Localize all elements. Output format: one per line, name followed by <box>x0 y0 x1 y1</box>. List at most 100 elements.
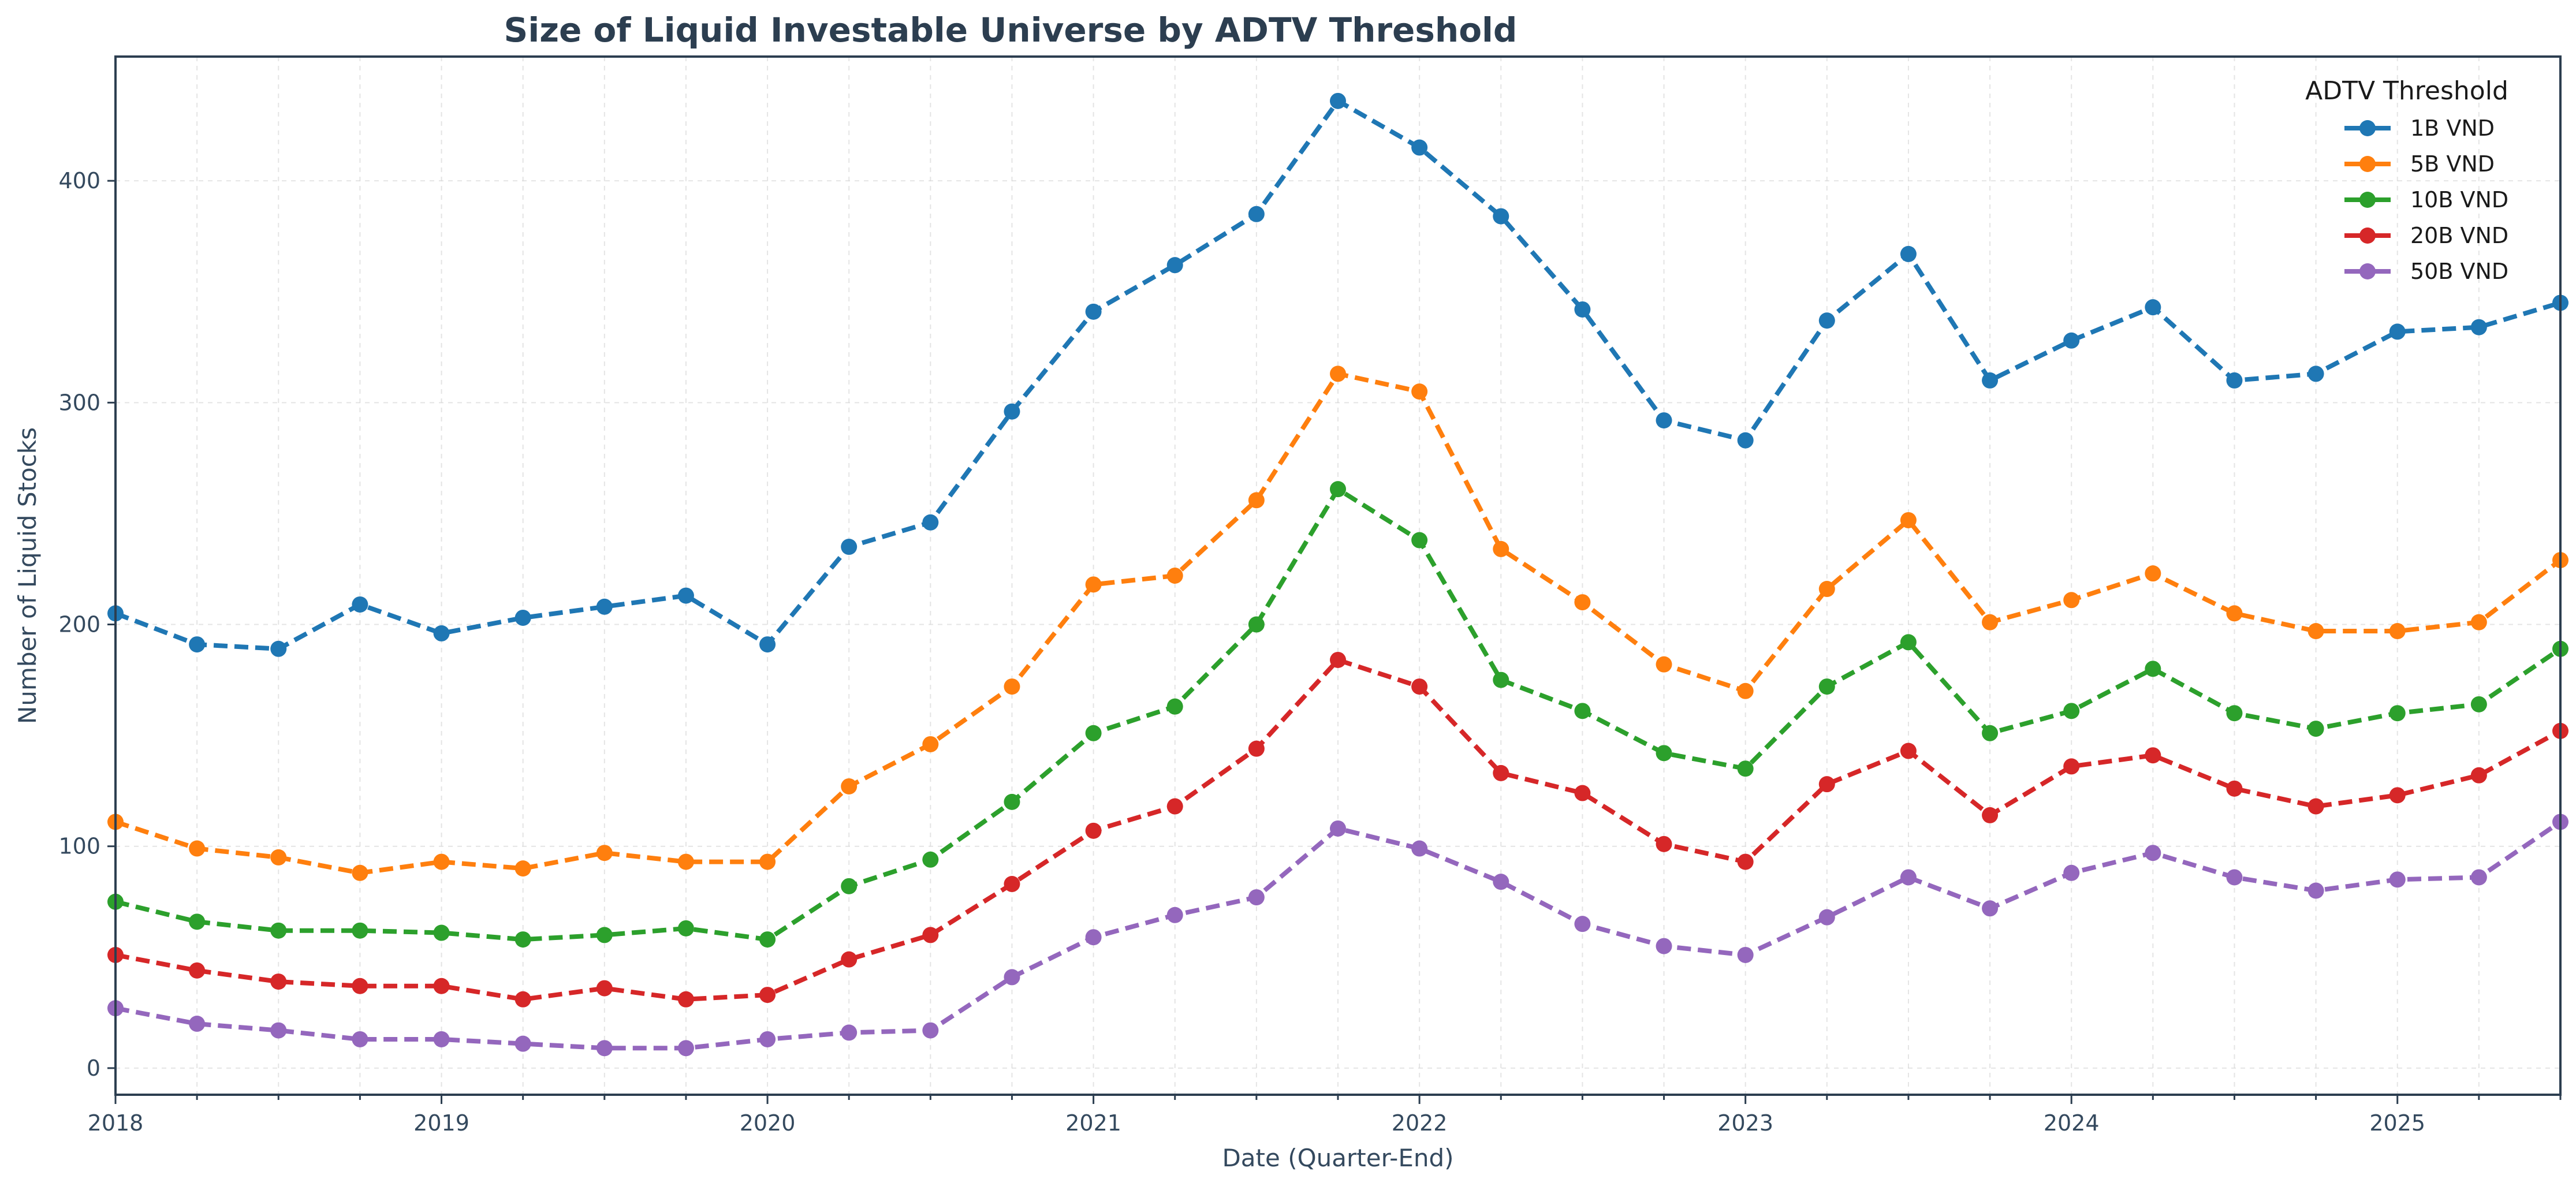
data-point <box>352 864 368 881</box>
data-point <box>1493 672 1509 688</box>
data-point <box>1656 656 1672 673</box>
chart-title: Size of Liquid Investable Universe by AD… <box>504 10 1518 50</box>
data-point <box>1248 889 1265 906</box>
data-point <box>1737 853 1754 870</box>
x-tick-label: 2024 <box>2044 1110 2100 1136</box>
data-point <box>1656 412 1672 429</box>
data-point <box>1900 512 1917 528</box>
data-point <box>270 640 287 657</box>
x-tick-label: 2023 <box>1717 1110 1773 1136</box>
data-point <box>1818 909 1835 926</box>
legend-label: 1B VND <box>2410 115 2495 141</box>
data-point <box>1330 92 1346 109</box>
data-point <box>2063 758 2080 775</box>
legend-label: 10B VND <box>2410 187 2508 212</box>
data-point <box>1166 568 1183 584</box>
data-point <box>270 849 287 866</box>
data-point <box>1330 651 1346 668</box>
data-point <box>596 980 613 997</box>
data-point <box>270 1022 287 1039</box>
y-axis-label: Number of Liquid Stocks <box>13 427 42 724</box>
legend-marker <box>2359 156 2376 172</box>
data-point <box>189 913 206 930</box>
data-point <box>1085 576 1102 593</box>
data-point <box>759 853 776 870</box>
data-point <box>1574 703 1591 719</box>
data-point <box>2307 623 2324 640</box>
x-tick-label: 2025 <box>2369 1110 2425 1136</box>
data-point <box>1004 969 1020 986</box>
data-point <box>2145 565 2161 582</box>
x-axis-ticks: 2018 2019 2020 2021 2022 2023 2024 2025 <box>88 1095 2562 1136</box>
data-point <box>515 860 531 877</box>
data-point <box>2226 869 2243 886</box>
data-point <box>1004 678 1020 695</box>
data-point <box>759 987 776 1004</box>
data-point <box>2063 592 2080 609</box>
data-point <box>2063 864 2080 881</box>
series-5b-vnd <box>107 365 2568 881</box>
data-point <box>596 598 613 615</box>
data-point <box>759 636 776 653</box>
data-point <box>841 951 858 968</box>
data-point <box>1493 764 1509 781</box>
data-point <box>433 853 450 870</box>
data-point <box>596 1040 613 1057</box>
data-point <box>1737 432 1754 449</box>
y-tick-label: 200 <box>58 612 100 637</box>
data-point <box>189 840 206 857</box>
data-point <box>759 1031 776 1047</box>
data-point <box>1493 208 1509 225</box>
data-point <box>1493 540 1509 557</box>
legend-label: 20B VND <box>2410 223 2508 248</box>
y-tick-label: 0 <box>87 1055 100 1081</box>
data-point <box>1574 785 1591 801</box>
grid <box>115 57 2561 1095</box>
data-point <box>922 514 939 531</box>
data-point <box>2145 299 2161 316</box>
data-point <box>1248 206 1265 222</box>
legend-item: 5B VND <box>2344 151 2495 177</box>
data-point <box>1574 301 1591 318</box>
data-point <box>515 609 531 626</box>
data-point <box>841 1024 858 1041</box>
data-point <box>1656 745 1672 762</box>
x-tick-label: 2018 <box>88 1110 144 1136</box>
data-point <box>515 991 531 1008</box>
data-point <box>1982 900 1999 917</box>
data-point <box>2226 705 2243 722</box>
data-point <box>2389 323 2406 340</box>
data-point <box>1818 581 1835 598</box>
legend-marker <box>2359 120 2376 136</box>
series-1b-vnd <box>107 92 2568 657</box>
data-point <box>2470 319 2487 335</box>
data-point <box>1411 532 1428 549</box>
data-point <box>1330 365 1346 382</box>
data-point <box>2470 696 2487 712</box>
data-point <box>677 853 694 870</box>
data-point <box>515 931 531 948</box>
data-point <box>922 736 939 752</box>
data-point <box>1818 312 1835 329</box>
legend-item: 1B VND <box>2344 115 2495 141</box>
data-point <box>352 1031 368 1047</box>
x-tick-label: 2019 <box>413 1110 469 1136</box>
data-point <box>596 927 613 943</box>
data-point <box>1085 303 1102 320</box>
data-point <box>2226 780 2243 797</box>
data-point <box>677 587 694 604</box>
data-point <box>352 978 368 994</box>
data-point <box>1330 481 1346 498</box>
data-point <box>1004 876 1020 893</box>
data-point <box>2470 614 2487 631</box>
data-point <box>1411 840 1428 857</box>
data-point <box>1737 682 1754 699</box>
legend-title: ADTV Threshold <box>2305 76 2508 106</box>
data-point <box>922 927 939 943</box>
data-point <box>1248 740 1265 757</box>
y-tick-label: 300 <box>58 390 100 415</box>
data-point <box>2145 747 2161 764</box>
data-point <box>1004 403 1020 420</box>
